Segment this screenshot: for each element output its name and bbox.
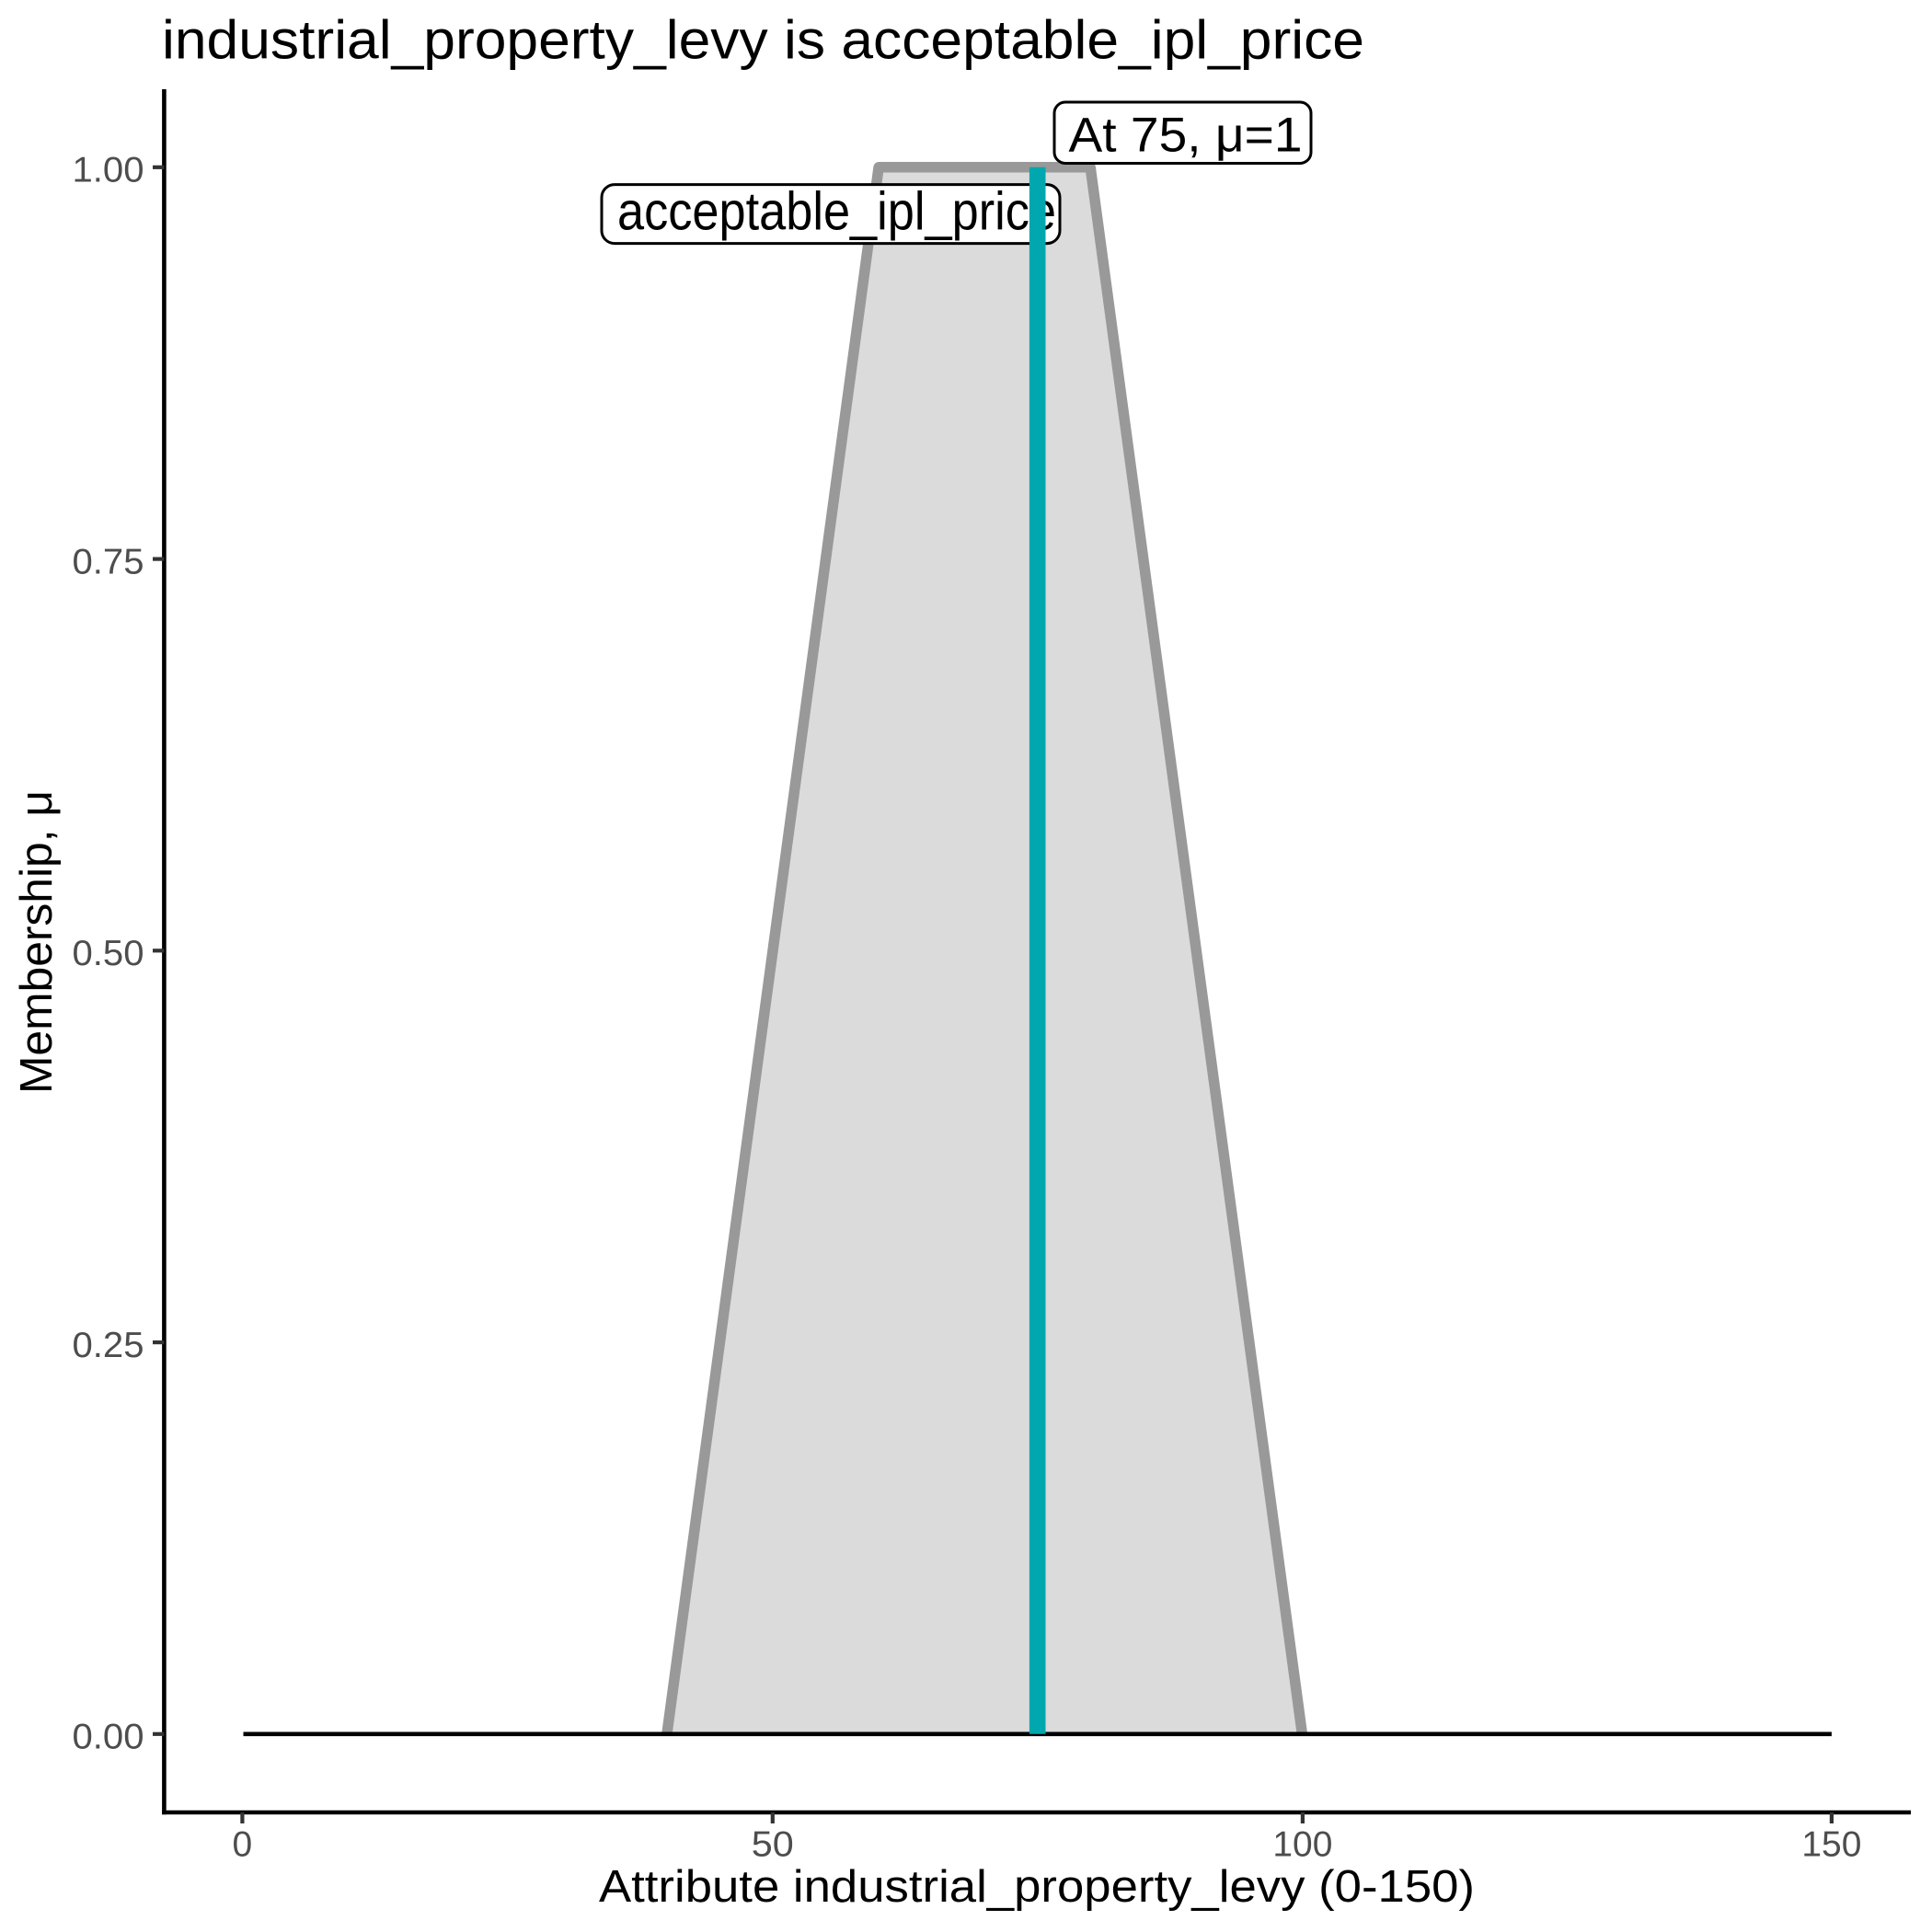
svg-text:Attribute industrial_property_: Attribute industrial_property_levy (0-15… bbox=[599, 1862, 1475, 1912]
svg-text:Membership, μ: Membership, μ bbox=[12, 790, 62, 1094]
svg-text:industrial_property_levy is ac: industrial_property_levy is acceptable_i… bbox=[162, 10, 1364, 71]
svg-text:0.75: 0.75 bbox=[73, 542, 144, 581]
svg-text:0.25: 0.25 bbox=[73, 1326, 144, 1365]
svg-text:0.50: 0.50 bbox=[73, 934, 144, 973]
svg-text:At 75, μ=1: At 75, μ=1 bbox=[1069, 109, 1303, 163]
svg-text:100: 100 bbox=[1272, 1825, 1332, 1865]
svg-text:50: 50 bbox=[752, 1825, 794, 1865]
svg-text:1.00: 1.00 bbox=[73, 151, 144, 190]
svg-text:0.00: 0.00 bbox=[73, 1718, 144, 1757]
svg-text:0: 0 bbox=[233, 1825, 253, 1865]
svg-text:150: 150 bbox=[1801, 1825, 1861, 1865]
svg-text:acceptable_ipl_price: acceptable_ipl_price bbox=[617, 182, 1056, 242]
